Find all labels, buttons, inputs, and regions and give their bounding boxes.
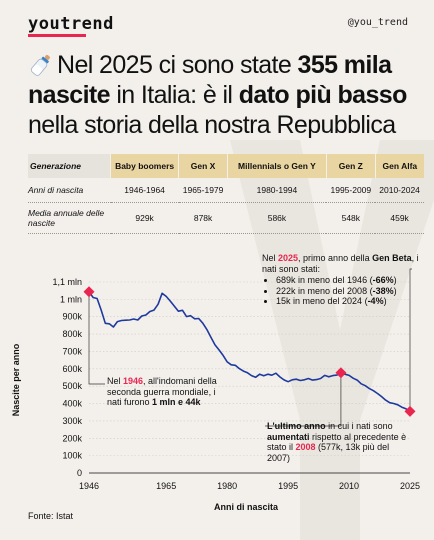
annotation-2008-year: 2008 bbox=[295, 442, 316, 452]
annotation-2025-gen: Gen Beta bbox=[372, 253, 412, 263]
brand-logo: youtrend bbox=[28, 14, 114, 34]
highlight-marker-1946 bbox=[83, 286, 95, 298]
gen-alfa: Gen Alfa bbox=[374, 154, 424, 178]
headline: Nel 2025 ci sono state 355 mila nascite … bbox=[28, 50, 420, 140]
x-tick-label: 2025 bbox=[400, 481, 420, 491]
gen-millennials: Millennials o Gen Y bbox=[226, 154, 327, 178]
series-line-births bbox=[88, 291, 411, 413]
annotation-2008: L'ultimo anno in cui i nati sono aumenta… bbox=[267, 421, 407, 463]
y-tick-label: 600k bbox=[62, 364, 82, 374]
annotation-2025-list: 689k in meno del 1946 (-66%) 222k in men… bbox=[262, 275, 432, 307]
annotation-1946-value: 1 mln e 44k bbox=[152, 397, 201, 407]
table-cell: 548k bbox=[326, 202, 376, 234]
gen-z: Gen Z bbox=[325, 154, 376, 178]
table-header-row: Generazione Baby boomers Gen X Millennia… bbox=[28, 154, 424, 178]
table-cell: 1980-1994 bbox=[227, 178, 327, 203]
x-tick-label: 1965 bbox=[156, 481, 176, 491]
y-tick-label: 500k bbox=[62, 381, 82, 391]
table-cell: 1995-2009 bbox=[326, 178, 376, 203]
gen-baby-boomers: Baby boomers bbox=[109, 154, 179, 178]
annotation-2025: Nel 2025, primo anno della Gen Beta, i n… bbox=[262, 253, 432, 307]
table-cell: 1965-1979 bbox=[178, 178, 228, 203]
y-axis-label: Nascite per anno bbox=[11, 343, 21, 417]
highlight-marker-2025 bbox=[404, 405, 416, 417]
list-item: 689k in meno del 1946 (-66%) bbox=[276, 275, 432, 286]
x-tick-label: 1980 bbox=[217, 481, 237, 491]
headline-mid: in Italia: è il bbox=[109, 81, 239, 109]
y-tick-label: 800k bbox=[62, 329, 82, 339]
x-axis-label: Anni di nascita bbox=[213, 502, 279, 512]
y-tick-label: 700k bbox=[62, 346, 82, 356]
y-tick-label: 400k bbox=[62, 399, 82, 409]
birth-years-label: Anni di nascita bbox=[28, 178, 111, 203]
highlight-marker-2008 bbox=[335, 367, 347, 379]
gen-x: Gen X bbox=[178, 154, 228, 178]
list-item: 222k in meno del 2008 (-38%) bbox=[276, 286, 432, 297]
table-cell: 929k bbox=[110, 202, 179, 234]
table-cell: 878k bbox=[178, 202, 228, 234]
x-tick-label: 2010 bbox=[339, 481, 359, 491]
social-handle: @you_trend bbox=[347, 17, 408, 28]
y-tick-label: 100k bbox=[62, 451, 82, 461]
annotation-connector-2008 bbox=[265, 372, 342, 427]
y-tick-label: 900k bbox=[62, 312, 82, 322]
y-tick-label: 300k bbox=[62, 416, 82, 426]
headline-bold-lowest: dato più basso bbox=[238, 81, 408, 109]
y-tick-label: 1,1 mln bbox=[52, 277, 82, 287]
list-item: 15k in meno del 2024 (-4%) bbox=[276, 296, 432, 307]
y-tick-label: 200k bbox=[62, 433, 82, 443]
table-row: Anni di nascita 1946-1964 1965-1979 1980… bbox=[28, 178, 424, 203]
average-births-label: Media annuale delle nascite bbox=[28, 202, 111, 234]
headline-bold-births: 355 mila nascite bbox=[28, 51, 392, 109]
baby-bottle-icon bbox=[30, 55, 50, 76]
y-tick-label: 0 bbox=[77, 468, 82, 478]
table-cell: 459k bbox=[375, 202, 424, 234]
annotation-1946: Nel 1946, all'indomani della seconda gue… bbox=[107, 376, 217, 407]
headline-pre: Nel 2025 ci sono state bbox=[57, 51, 298, 79]
table-cell: 586k bbox=[227, 202, 327, 234]
annotation-connector-2025 bbox=[409, 268, 412, 412]
y-tick-label: 1 mln bbox=[60, 294, 82, 304]
generations-table: Generazione Baby boomers Gen X Millennia… bbox=[28, 154, 424, 234]
source-note: Fonte: Istat bbox=[28, 511, 74, 521]
headline-post: nella storia della nostra Repubblica bbox=[28, 111, 396, 139]
brand-underline bbox=[28, 34, 86, 37]
table-cell: 2010-2024 bbox=[375, 178, 424, 203]
annotation-2025-year: 2025 bbox=[278, 253, 299, 263]
table-header-label: Generazione bbox=[28, 154, 111, 178]
annotation-1946-year: 1946 bbox=[123, 376, 144, 386]
x-tick-label: 1946 bbox=[79, 481, 99, 491]
annotation-connector-1946 bbox=[88, 291, 105, 385]
table-row: Media annuale delle nascite 929k 878k 58… bbox=[28, 202, 424, 234]
x-tick-label: 1995 bbox=[278, 481, 298, 491]
table-cell: 1946-1964 bbox=[110, 178, 179, 203]
